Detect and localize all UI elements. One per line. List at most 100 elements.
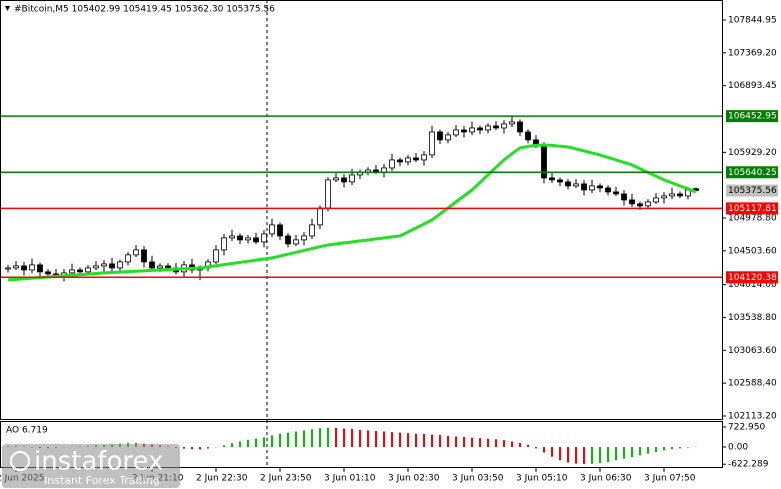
candle-body <box>629 199 635 205</box>
level-label: 104120.38 <box>728 273 777 283</box>
candle-body <box>637 203 643 207</box>
level-label: 106452.95 <box>728 112 777 122</box>
watermark-logo <box>10 451 30 471</box>
candle-body <box>605 187 611 193</box>
candle-body <box>229 235 235 239</box>
y-tick-label: 104978.80 <box>728 213 777 223</box>
x-tick-label: 2 Jun 22:30 <box>196 474 248 484</box>
y-tick-label: 102113.20 <box>728 411 777 421</box>
candle-body <box>509 121 515 125</box>
candle-body <box>317 207 323 226</box>
candle-body <box>237 235 243 241</box>
candle-body <box>133 249 139 256</box>
candle-body <box>461 129 467 133</box>
candle-body <box>277 224 283 237</box>
x-tick-label: 2 Jun 23:50 <box>260 474 312 484</box>
indicator-title: AO 6.719 <box>6 426 48 436</box>
candle-body <box>221 237 227 251</box>
candle-body <box>573 183 579 187</box>
watermark-brand: instaforex <box>34 447 163 477</box>
candle-body <box>85 267 91 273</box>
candle-body <box>549 177 555 181</box>
candle-body <box>341 177 347 183</box>
candle-body <box>565 181 571 187</box>
y-tick-label: 102588.40 <box>728 379 777 389</box>
y-tick-label: 107369.20 <box>728 48 777 58</box>
candle-body <box>469 127 475 133</box>
candle-body <box>493 125 499 129</box>
y-tick-label: 107844.95 <box>728 15 777 25</box>
candle-body <box>597 185 603 189</box>
y-tick-label: 103063.60 <box>728 346 777 356</box>
candle-body <box>109 263 115 269</box>
y-tick-label: 106893.45 <box>728 81 777 91</box>
candle-body <box>405 157 411 163</box>
candle-body <box>141 249 147 263</box>
indicator-pane <box>0 421 723 468</box>
x-tick-label: 3 Jun 03:50 <box>452 474 504 484</box>
level-label-bg <box>726 110 778 123</box>
x-tick-label: 3 Jun 02:30 <box>388 474 440 484</box>
candle-body <box>645 201 651 207</box>
candle-body <box>309 224 315 237</box>
candle-body <box>213 249 219 263</box>
candle-body <box>541 145 547 179</box>
candle-body <box>445 134 451 141</box>
moving-average <box>7 143 697 282</box>
candle-body <box>485 125 491 131</box>
candle-body <box>5 267 11 270</box>
y-tick-label: 105929.20 <box>728 148 777 158</box>
candle-body <box>477 127 483 131</box>
candle-body <box>37 264 43 273</box>
chart-title: #Bitcoin,M5 105402.99 105419.45 105362.3… <box>14 5 275 15</box>
candle-body <box>669 193 675 197</box>
candle-body <box>125 254 131 263</box>
candle-body <box>261 233 267 243</box>
candle-body <box>517 121 523 133</box>
candle-body <box>589 185 595 191</box>
level-label: 105117.81 <box>728 204 777 214</box>
main-pane <box>0 0 723 420</box>
candle-body <box>293 239 299 245</box>
candle-body <box>149 261 155 269</box>
x-tick-label: 3 Jun 07:50 <box>644 474 696 484</box>
current-price-label: 105375.56 <box>728 186 777 196</box>
candle-body <box>165 265 171 269</box>
y-tick-label: 104014.00 <box>728 280 777 290</box>
candle-body <box>349 174 355 183</box>
level-label-bg <box>726 166 778 179</box>
y-tick-label: 103538.80 <box>728 313 777 323</box>
x-tick-label: 3 Jun 06:30 <box>580 474 632 484</box>
watermark-tagline: Instant Forex Trading <box>44 474 160 487</box>
level-label-bg <box>726 202 778 215</box>
candle-body <box>421 154 427 161</box>
candle-body <box>453 129 459 136</box>
candle-body <box>333 177 339 181</box>
candle-body <box>581 183 587 191</box>
candle-body <box>13 265 19 269</box>
candle-body <box>661 195 667 199</box>
candle-body <box>613 191 619 195</box>
candle-body <box>437 131 443 141</box>
candle-body <box>93 265 99 269</box>
candle-body <box>397 159 403 163</box>
candle-body <box>653 197 659 203</box>
y-tick-label: 0.00 <box>728 443 748 453</box>
candle-body <box>557 179 563 183</box>
candle-body <box>21 265 27 271</box>
candle-body <box>29 264 35 271</box>
candle-body <box>501 123 507 129</box>
y-tick-label: 722.950 <box>728 423 765 433</box>
x-tick-label: 3 Jun 05:10 <box>516 474 568 484</box>
symbol-icon <box>5 6 10 11</box>
watermark-bg <box>2 444 180 488</box>
candle-body <box>45 271 51 275</box>
candle-body <box>253 237 259 243</box>
level-label: 105640.25 <box>728 168 777 178</box>
y-tick-label: -622.289 <box>728 460 769 470</box>
level-label-bg <box>726 271 778 284</box>
candle-body <box>69 269 75 274</box>
